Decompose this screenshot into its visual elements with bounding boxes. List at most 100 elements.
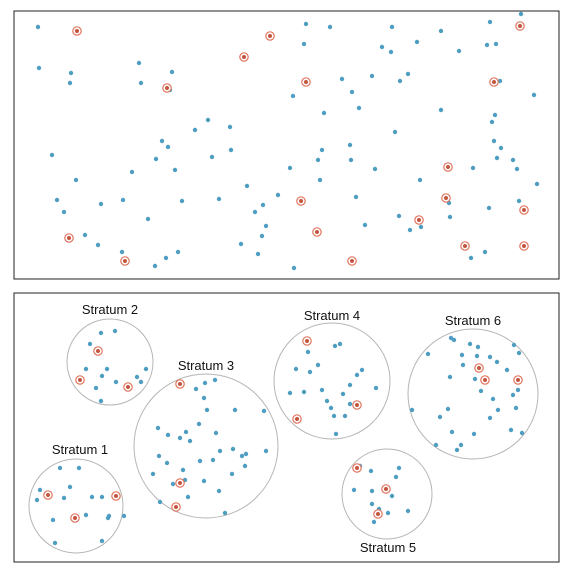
stratum-point xyxy=(143,366,149,372)
population-point xyxy=(456,48,462,54)
population-point xyxy=(491,138,497,144)
stratum-point xyxy=(447,374,453,380)
stratum-point xyxy=(93,385,99,391)
population-point xyxy=(389,24,395,30)
sample-dot xyxy=(46,493,50,497)
stratum-point xyxy=(519,430,525,436)
stratum-point xyxy=(347,382,353,388)
stratum-point xyxy=(287,390,293,396)
population-point xyxy=(362,222,368,228)
sampled-population-point xyxy=(443,162,453,172)
population-point xyxy=(418,224,424,230)
sampled-population-point xyxy=(265,31,275,41)
sample-dot xyxy=(178,382,182,386)
population-point xyxy=(301,41,307,47)
population-point xyxy=(119,249,125,255)
sample-dot xyxy=(96,349,100,353)
stratum-point xyxy=(52,540,58,546)
stratum-point xyxy=(87,341,93,347)
population-point xyxy=(388,49,394,55)
population-point xyxy=(397,78,403,84)
stratum-point xyxy=(204,407,210,413)
sample-dot xyxy=(123,259,127,263)
stratum-point xyxy=(164,460,170,466)
stratum-point xyxy=(57,465,63,471)
population-point xyxy=(163,255,169,261)
stratum-point xyxy=(89,494,95,500)
sampled-stratum-point xyxy=(70,513,80,523)
population-point xyxy=(259,233,265,239)
stratum-point xyxy=(354,372,360,378)
stratum-point xyxy=(216,488,222,494)
population-point xyxy=(486,205,492,211)
stratum-point xyxy=(177,435,183,441)
population-point xyxy=(438,107,444,113)
stratum-point xyxy=(217,448,223,454)
stratum-point xyxy=(212,377,218,383)
stratum-point xyxy=(451,337,457,343)
population-point xyxy=(414,39,420,45)
population-point xyxy=(54,197,60,203)
stratum-point xyxy=(156,453,162,459)
stratum-point xyxy=(490,396,496,402)
sample-dot xyxy=(492,80,496,84)
sample-dot xyxy=(268,34,272,38)
stratum-point xyxy=(98,398,104,404)
sample-dot xyxy=(178,481,182,485)
stratum-point xyxy=(99,494,105,500)
stratum-point xyxy=(459,352,465,358)
population-point xyxy=(263,223,269,229)
population-point xyxy=(98,201,104,207)
population-point xyxy=(417,177,423,183)
population-point xyxy=(372,166,378,172)
stratum-point xyxy=(478,388,484,394)
population-point xyxy=(347,142,353,148)
population-point xyxy=(145,216,151,222)
stratum-point xyxy=(37,487,43,493)
sampled-population-point xyxy=(239,52,249,62)
population-point xyxy=(498,145,504,151)
sampled-population-point xyxy=(519,205,529,215)
population-point xyxy=(138,80,144,86)
stratum-point xyxy=(373,385,379,391)
stratum-point xyxy=(196,421,202,427)
population-point xyxy=(349,89,355,95)
stratum-point xyxy=(301,389,307,395)
strata-panel xyxy=(13,292,560,563)
stratum-point xyxy=(121,513,127,519)
stratum-point xyxy=(150,471,156,477)
population-point xyxy=(291,265,297,271)
population-point xyxy=(175,249,181,255)
stratum-point xyxy=(409,407,415,413)
sample-dot xyxy=(242,55,246,59)
sample-dot xyxy=(165,86,169,90)
sample-dot xyxy=(446,165,450,169)
sample-dot xyxy=(305,339,309,343)
stratum-point xyxy=(213,430,219,436)
population-point xyxy=(67,80,73,86)
stratum-point xyxy=(331,413,337,419)
sampled-stratum-point xyxy=(43,490,53,500)
stratum-point xyxy=(333,431,339,437)
stratum-point xyxy=(293,366,299,372)
sampled-population-point xyxy=(515,21,525,31)
stratum-point xyxy=(185,494,191,500)
stratum-point xyxy=(99,538,105,544)
stratum-point xyxy=(340,391,346,397)
strata-points xyxy=(34,328,525,546)
stratum-point xyxy=(193,386,199,392)
population-point xyxy=(169,69,175,75)
stratum-point xyxy=(368,468,374,474)
stratum-point xyxy=(371,519,377,525)
population-point xyxy=(379,44,385,50)
stratum-point xyxy=(487,415,493,421)
stratum-point xyxy=(389,493,395,499)
stratum-point xyxy=(425,351,431,357)
population-point xyxy=(487,19,493,25)
sample-dot xyxy=(315,230,319,234)
sampled-stratum-point xyxy=(373,509,383,519)
stratum-point xyxy=(385,510,391,516)
stratum-point xyxy=(83,366,89,372)
population-point xyxy=(396,213,402,219)
sample-dot xyxy=(350,259,354,263)
